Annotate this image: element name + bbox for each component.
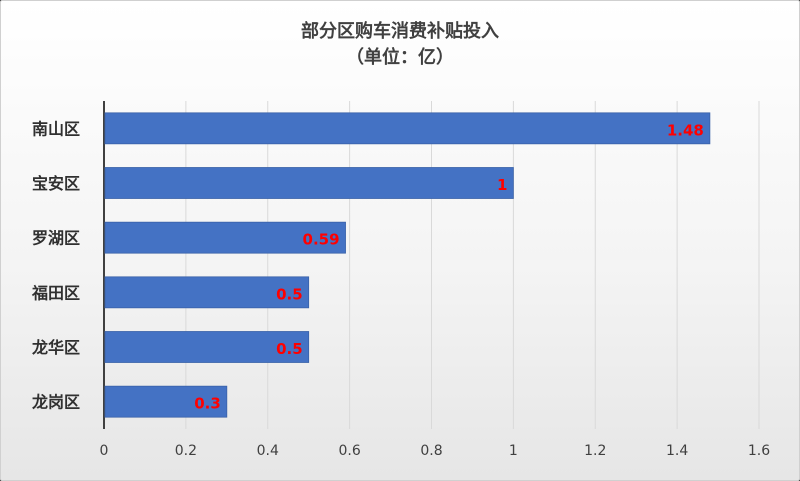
category-label: 福田区 (31, 283, 80, 302)
bar (104, 221, 346, 254)
chart-title-block: 部分区购车消费补贴投入 （单位：亿） (1, 19, 799, 71)
x-tick-label: 1.2 (584, 443, 606, 459)
data-label: 0.59 (303, 231, 340, 249)
bar (104, 331, 310, 363)
x-tick-label: 0.8 (420, 443, 442, 459)
data-label: 1.48 (667, 121, 704, 139)
bar (104, 276, 310, 309)
data-label: 0.5 (276, 285, 303, 303)
data-label: 0.5 (276, 340, 303, 358)
x-tick-label: 0.6 (338, 443, 360, 459)
category-label: 宝安区 (32, 174, 80, 193)
data-label: 0.3 (194, 395, 221, 413)
bar (104, 112, 711, 145)
x-tick-label: 1 (509, 443, 518, 459)
x-tick-label: 1.6 (748, 443, 770, 459)
category-label: 罗湖区 (32, 229, 80, 248)
x-tick-label: 0 (100, 443, 109, 459)
bar (104, 167, 514, 199)
x-tick-label: 0.2 (175, 443, 197, 459)
x-tick-label: 0.4 (257, 443, 279, 459)
chart-subtitle: （单位：亿） (346, 47, 454, 68)
data-label: 1 (497, 176, 507, 194)
category-label: 龙华区 (31, 338, 80, 357)
category-label: 南山区 (32, 119, 80, 138)
x-tick-label: 1.4 (666, 443, 688, 459)
chart-title: 部分区购车消费补贴投入 (301, 21, 499, 42)
category-label: 龙岗区 (31, 393, 80, 412)
bar (104, 385, 228, 418)
